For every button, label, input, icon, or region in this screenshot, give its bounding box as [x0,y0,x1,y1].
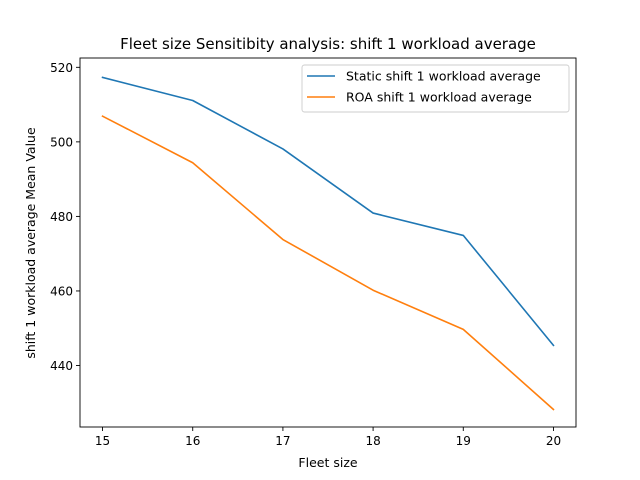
x-tick-label: 16 [185,434,200,448]
x-tick-label: 15 [95,434,110,448]
y-tick-label: 480 [50,210,73,224]
legend-label-2: ROA shift 1 workload average [346,90,532,105]
legend-label-1: Static shift 1 workload average [346,69,541,84]
y-tick-label: 440 [50,359,73,373]
series-line-1 [101,76,555,347]
y-tick-label: 460 [50,284,73,298]
x-tick-label: 19 [456,434,471,448]
legend-box [301,64,570,113]
chart-title: Fleet size Sensitibity analysis: shift 1… [120,35,536,53]
series-line-2 [101,115,555,411]
x-tick-label: 17 [275,434,290,448]
plot-frame [79,57,577,428]
legend: Static shift 1 workload average ROA shift… [301,64,570,113]
x-tick-label: 18 [365,434,380,448]
plot-area: 15 16 17 18 19 20 440 460 480 500 520 [50,57,577,448]
x-tick-label: 20 [546,434,561,448]
y-tick-label: 500 [50,135,73,149]
y-tick-label: 520 [50,61,73,75]
x-axis-label: Fleet size [298,455,357,470]
y-axis-label: shift 1 workload average Mean Value [23,127,38,359]
